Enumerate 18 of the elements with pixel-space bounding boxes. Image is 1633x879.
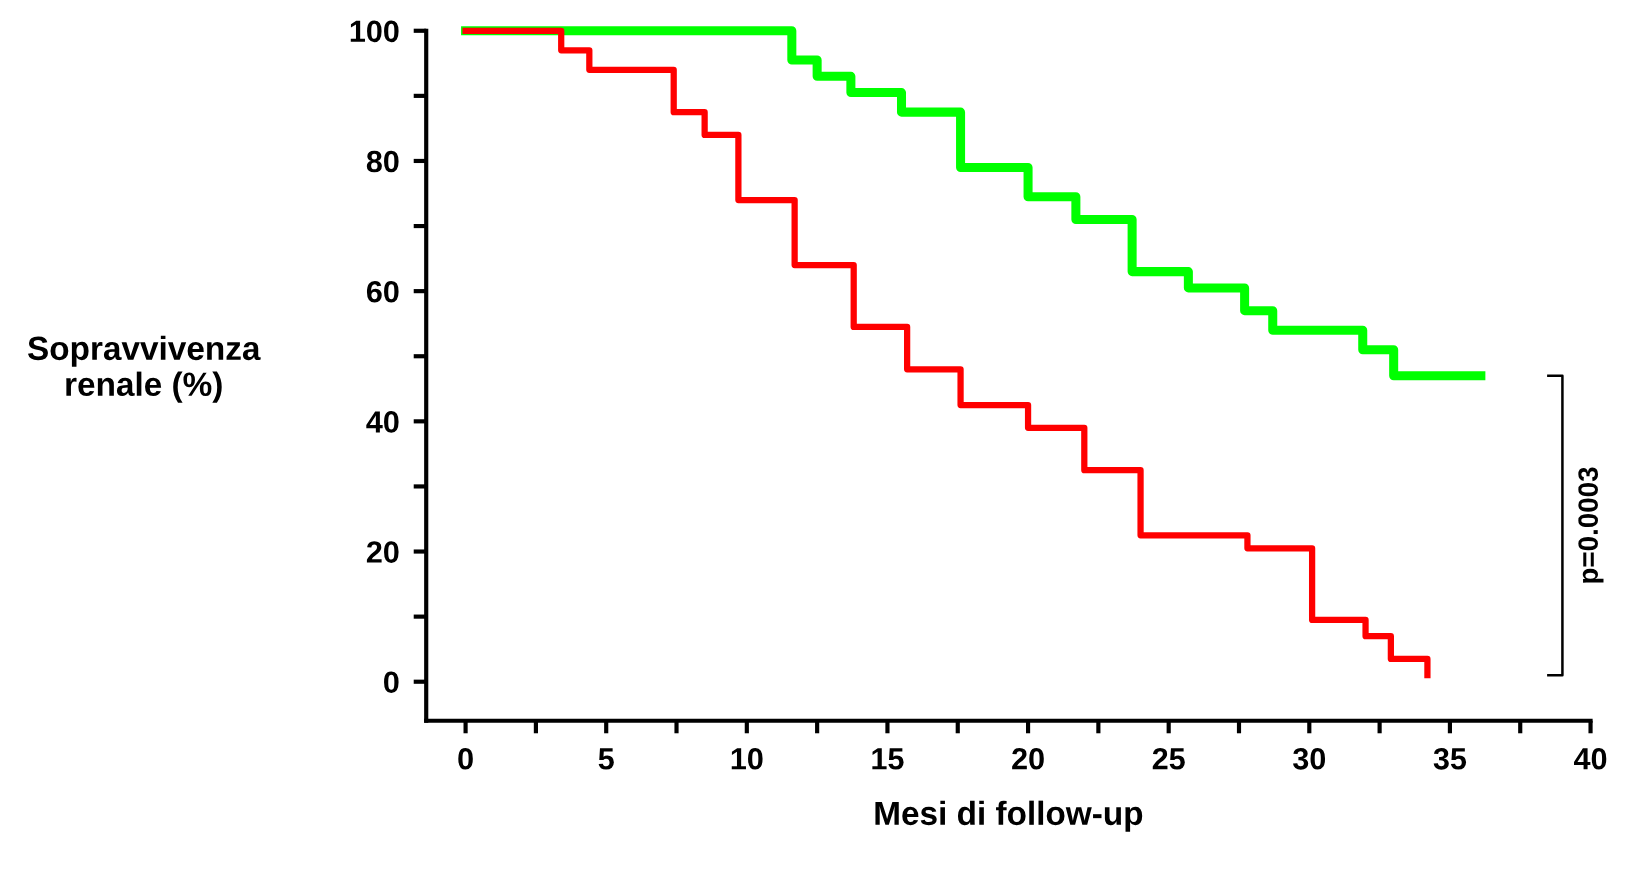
x-tick-label: 15: [872, 748, 904, 770]
y-tick-label: 100: [350, 20, 399, 43]
x-tick-label: 35: [1433, 747, 1467, 770]
y-axis-title: Sopravvivenza renale (%): [27, 335, 261, 403]
y-tick-label: 20: [366, 541, 399, 563]
y-tick-label: 40: [366, 411, 399, 433]
y-tick-label: 0: [384, 671, 399, 694]
x-tick-label: 25: [1152, 747, 1185, 770]
x-axis-title: Mesi di follow-up: [875, 800, 1143, 832]
x-tick-label: 30: [1293, 747, 1326, 770]
y-tick-label: 80: [366, 150, 399, 173]
x-tick-label: 20: [1012, 747, 1044, 770]
x-tick-label: 10: [731, 747, 763, 770]
annotation: p=0.0003: [1578, 467, 1604, 583]
x-tick-label: 0: [458, 747, 473, 770]
y-tick-label: 60: [366, 280, 399, 303]
x-tick-label: 40: [1574, 747, 1607, 770]
x-tick-label: 5: [598, 748, 614, 770]
